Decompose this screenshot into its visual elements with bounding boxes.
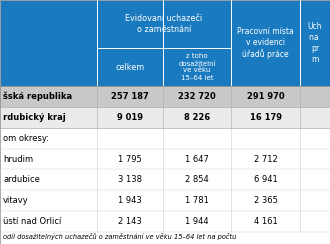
- Text: 291 970: 291 970: [247, 92, 284, 101]
- Text: 9 019: 9 019: [117, 113, 143, 122]
- Bar: [0, 149, 330, 169]
- Text: 1 944: 1 944: [185, 217, 209, 226]
- Text: odíl dosažitelných uchazečů o zaměstnání ve věku 15–64 let na počtu: odíl dosažitelných uchazečů o zaměstnání…: [3, 234, 236, 241]
- Text: šská republika: šská republika: [3, 92, 72, 101]
- Text: 2 712: 2 712: [254, 154, 278, 163]
- Bar: [0, 190, 330, 211]
- Text: ardubice: ardubice: [3, 175, 40, 184]
- Bar: [0, 211, 330, 232]
- Text: 257 187: 257 187: [111, 92, 149, 101]
- Text: 3 138: 3 138: [118, 175, 142, 184]
- Text: 2 854: 2 854: [185, 175, 209, 184]
- Text: vitavy: vitavy: [3, 196, 29, 205]
- Bar: [0, 107, 330, 128]
- Text: Evidovaní uchazeči
o zaměstnání: Evidovaní uchazeči o zaměstnání: [125, 14, 203, 34]
- Text: 1 943: 1 943: [118, 196, 142, 205]
- Text: 8 226: 8 226: [184, 113, 210, 122]
- Text: rdubický kraj: rdubický kraj: [3, 113, 66, 122]
- Text: 1 647: 1 647: [185, 154, 209, 163]
- Bar: [0, 128, 330, 149]
- Text: 6 941: 6 941: [254, 175, 278, 184]
- Text: 1 795: 1 795: [118, 154, 142, 163]
- Bar: [0, 0, 330, 86]
- Text: Pracovní místa
v evidenci
úřadů práce: Pracovní místa v evidenci úřadů práce: [237, 27, 294, 59]
- Bar: [0, 0, 330, 86]
- Text: üstí nad Orlicí: üstí nad Orlicí: [3, 217, 61, 226]
- Text: 4 161: 4 161: [254, 217, 278, 226]
- Text: om okresy:: om okresy:: [3, 134, 49, 143]
- Text: 1 781: 1 781: [185, 196, 209, 205]
- Bar: [0, 86, 330, 107]
- Text: 232 720: 232 720: [178, 92, 216, 101]
- Text: hrudim: hrudim: [3, 154, 33, 163]
- Text: 2 365: 2 365: [253, 196, 278, 205]
- Text: 16 179: 16 179: [249, 113, 281, 122]
- Bar: [0, 169, 330, 190]
- Text: celkem: celkem: [115, 62, 145, 71]
- Text: 2 143: 2 143: [118, 217, 142, 226]
- Text: z toho
dosažitelní
ve věku
15–64 let: z toho dosažitelní ve věku 15–64 let: [178, 53, 216, 81]
- Text: Uch
na 
pr
m: Uch na pr m: [308, 22, 322, 64]
